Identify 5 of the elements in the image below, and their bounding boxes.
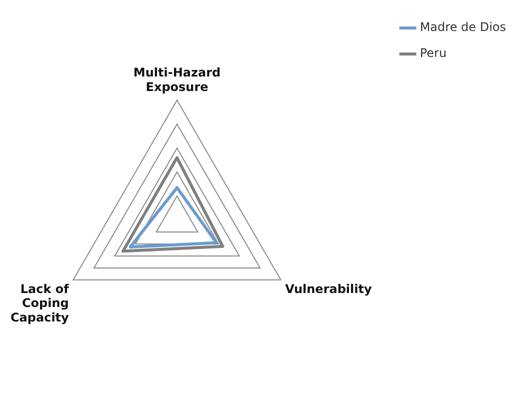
spoke-label: Vulnerability [285, 282, 372, 296]
spoke-label: Lack of Coping Capacity [10, 282, 70, 325]
legend-label: Peru [420, 46, 447, 60]
legend-label: Madre de Dios [420, 20, 506, 34]
spoke-label: Multi-Hazard Exposure [133, 66, 221, 94]
